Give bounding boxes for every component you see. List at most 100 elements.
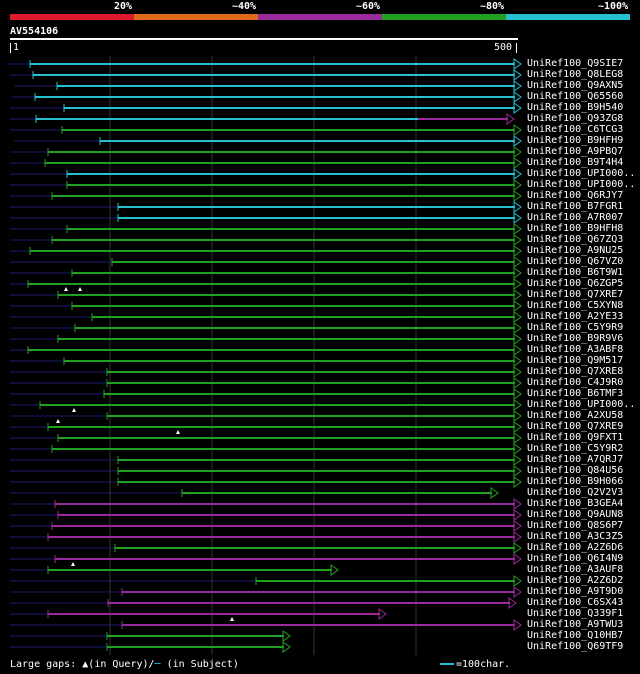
hit-arrow [513, 322, 522, 334]
hit-label[interactable]: UniRef100_Q6RJY7 [527, 190, 624, 201]
hit-arrow [513, 135, 522, 147]
hit-arrow [513, 256, 522, 268]
hit-label[interactable]: UniRef100_Q9AXN5 [527, 80, 624, 91]
hit-label[interactable]: UniRef100_A2Z6D2 [527, 575, 624, 586]
hit-label[interactable]: UniRef100_B9R9V6 [527, 333, 624, 344]
hit-arrow [513, 619, 522, 631]
hit-arrow [513, 520, 522, 532]
hit-arrow [513, 465, 522, 477]
hit-label[interactable]: UniRef100_A2YE33 [527, 311, 624, 322]
hit-arrow [513, 146, 522, 158]
hit-label[interactable]: UniRef100_C5Y9R9 [527, 322, 624, 333]
hit-label[interactable]: UniRef100_C6TCG3 [527, 124, 624, 135]
large-gaps-prefix: Large gaps: [10, 659, 77, 670]
hit-label[interactable]: UniRef100_UPI000.. [527, 168, 636, 179]
hit-label[interactable]: UniRef100_A3C3Z5 [527, 531, 624, 542]
hit-arrow [513, 542, 522, 554]
hit-label[interactable]: UniRef100_Q69TF9 [527, 641, 624, 652]
legend-segment [258, 14, 382, 20]
hit-label[interactable]: UniRef100_B9H540 [527, 102, 624, 113]
hit-label[interactable]: UniRef100_A3ABF8 [527, 344, 624, 355]
hit-label[interactable]: UniRef100_B3GEA4 [527, 498, 624, 509]
legend-segment [506, 14, 630, 20]
hit-arrow [513, 278, 522, 290]
hit-label[interactable]: UniRef100_C5XYN8 [527, 300, 624, 311]
hit-label[interactable]: UniRef100_C6SX43 [527, 597, 624, 608]
hit-arrow [513, 289, 522, 301]
hit-arrow [378, 608, 387, 620]
subject-gap-label: (in Subject) [166, 659, 239, 670]
hit-label[interactable]: UniRef100_A9T9D0 [527, 586, 624, 597]
legend-segment [382, 14, 506, 20]
ruler-start-tick [10, 43, 11, 53]
hit-label[interactable]: UniRef100_A2XU58 [527, 410, 624, 421]
hit-label[interactable]: UniRef100_Q2V2V3 [527, 487, 624, 498]
gap-marker-icon [176, 430, 180, 434]
hit-label[interactable]: UniRef100_Q67ZQ3 [527, 234, 624, 245]
hit-arrow [513, 509, 522, 521]
legend-percent-label: ~100% [598, 1, 629, 12]
hit-label[interactable]: UniRef100_UPI000.. [527, 399, 636, 410]
legend-segment [10, 14, 134, 20]
hit-label[interactable]: UniRef100_Q7XRE8 [527, 366, 624, 377]
hit-label[interactable]: UniRef100_Q67VZ0 [527, 256, 624, 267]
hit-arrow [513, 553, 522, 565]
hit-arrow [513, 443, 522, 455]
hit-arrow [282, 630, 291, 642]
hit-label[interactable]: UniRef100_A3AUF8 [527, 564, 624, 575]
hit-arrow [513, 432, 522, 444]
hit-arrow [513, 179, 522, 191]
hit-label[interactable]: UniRef100_Q10HB7 [527, 630, 624, 641]
hit-label[interactable]: UniRef100_UPI000.. [527, 179, 636, 190]
hit-label[interactable]: UniRef100_Q339F1 [527, 608, 624, 619]
legend-percent-label: 20% [114, 1, 133, 12]
hit-arrow [513, 58, 522, 70]
hit-label[interactable]: UniRef100_Q8S6P7 [527, 520, 624, 531]
hit-label[interactable]: UniRef100_A7R007 [527, 212, 624, 223]
query-gap-label: (in Query)/ [88, 659, 155, 670]
legend-segment [134, 14, 258, 20]
hit-arrow [513, 69, 522, 81]
hit-arrow [513, 333, 522, 345]
hit-label[interactable]: UniRef100_C5Y9R2 [527, 443, 624, 454]
hit-label[interactable]: UniRef100_B9H066 [527, 476, 624, 487]
hit-label[interactable]: UniRef100_B7FGR1 [527, 201, 624, 212]
hit-arrow [513, 168, 522, 180]
hit-label[interactable]: UniRef100_C4J9R0 [527, 377, 624, 388]
hit-arrow [513, 531, 522, 543]
hit-label[interactable]: UniRef100_Q9SIE7 [527, 58, 624, 69]
hit-arrow [513, 476, 522, 488]
hit-label[interactable]: UniRef100_A9TWU3 [527, 619, 624, 630]
hit-label[interactable]: UniRef100_B6T9W1 [527, 267, 624, 278]
subject-gap-icon: ─ [154, 659, 161, 670]
gap-marker-icon [56, 419, 60, 423]
hit-label[interactable]: UniRef100_Q93ZG8 [527, 113, 624, 124]
hit-label[interactable]: UniRef100_Q6I4N9 [527, 553, 624, 564]
hit-label[interactable]: UniRef100_A2Z6D6 [527, 542, 624, 553]
hit-arrow [513, 377, 522, 389]
hit-label[interactable]: UniRef100_A9NU25 [527, 245, 624, 256]
gap-marker-icon [72, 408, 76, 412]
hit-label[interactable]: UniRef100_Q7XRE7 [527, 289, 624, 300]
ruler-end-tick [516, 43, 517, 53]
hit-label[interactable]: UniRef100_Q84U56 [527, 465, 624, 476]
gap-marker-icon [64, 287, 68, 291]
identity-color-legend [10, 14, 630, 20]
hit-label[interactable]: UniRef100_B9HFH9 [527, 135, 624, 146]
hit-arrow [513, 399, 522, 411]
hit-label[interactable]: UniRef100_A9PBQ7 [527, 146, 624, 157]
hit-label[interactable]: UniRef100_Q65560 [527, 91, 624, 102]
hit-label[interactable]: UniRef100_Q8LEG8 [527, 69, 624, 80]
hit-label[interactable]: UniRef100_B9T4H4 [527, 157, 624, 168]
hit-label[interactable]: UniRef100_Q9FXT1 [527, 432, 624, 443]
hit-arrow [513, 586, 522, 598]
hit-label[interactable]: UniRef100_B6TMF3 [527, 388, 624, 399]
hit-label[interactable]: UniRef100_Q9M517 [527, 355, 624, 366]
hit-label[interactable]: UniRef100_Q6ZGP5 [527, 278, 624, 289]
hit-label[interactable]: UniRef100_B9HFH8 [527, 223, 624, 234]
hit-arrow [513, 91, 522, 103]
hit-label[interactable]: UniRef100_A7QRJ7 [527, 454, 624, 465]
hit-label[interactable]: UniRef100_Q9AUN8 [527, 509, 624, 520]
hit-label[interactable]: UniRef100_Q7XRE9 [527, 421, 624, 432]
